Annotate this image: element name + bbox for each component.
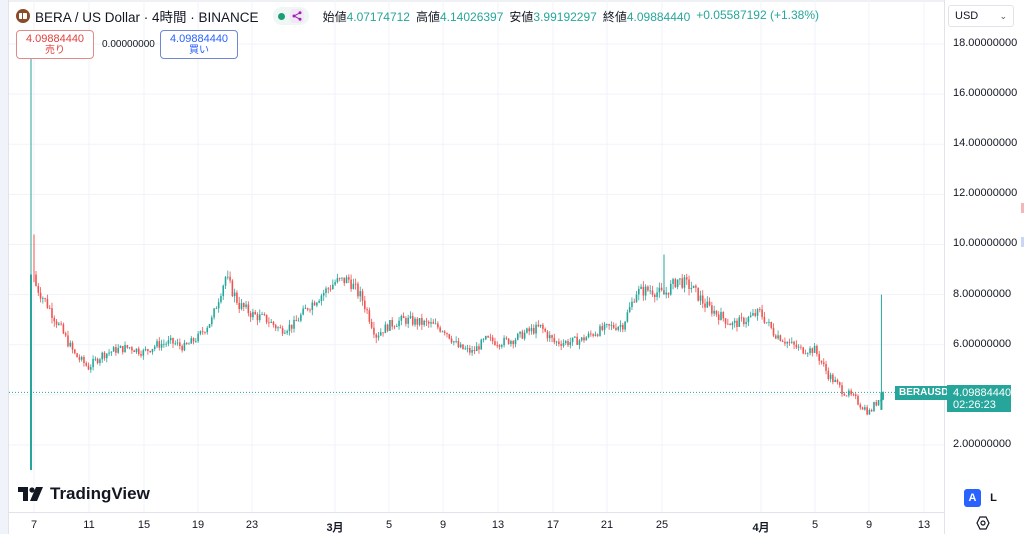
- time-tick-label: 5: [811, 519, 819, 531]
- tradingview-logo-icon: [18, 487, 43, 501]
- open-value: 4.07174712: [346, 9, 410, 24]
- change-value: +0.05587192 (+1.38%): [696, 7, 820, 22]
- price-tick-label: 8.00000000: [953, 287, 1012, 300]
- log-scale-button[interactable]: L: [985, 489, 1002, 507]
- buy-edge-marker: [1021, 237, 1024, 247]
- price-tick-label: 18.00000000: [953, 37, 1018, 49]
- open-label: 始値: [322, 9, 347, 24]
- high-label: 高値: [415, 9, 440, 24]
- buy-label: 買い: [189, 44, 209, 56]
- price-tick-label: 2.00000000: [953, 437, 1012, 450]
- ohlc-values: 始値4.07174712 高値4.14026397 安値3.99192297 終…: [323, 8, 819, 25]
- bera-logo-icon: [16, 9, 30, 23]
- auto-scale-button[interactable]: A: [964, 489, 981, 507]
- tradingview-logo[interactable]: TradingView: [18, 484, 150, 504]
- last-price-label: 4.09884440 02:26:23: [947, 385, 1011, 412]
- symbol-price-tag: BERAUSD: [895, 386, 953, 400]
- time-tick-label: 7: [30, 519, 38, 531]
- sell-button[interactable]: 4.09884440 売り: [16, 30, 94, 59]
- bar-countdown: 02:26:23: [953, 399, 996, 411]
- price-tick-label: 10.00000000: [953, 237, 1018, 250]
- top-border: [0, 0, 1024, 2]
- price-axis[interactable]: [944, 0, 1024, 534]
- currency-value: USD: [955, 10, 979, 22]
- candlestick-chart[interactable]: [9, 0, 944, 512]
- chevron-down-icon: ⌄: [999, 10, 1007, 21]
- symbol-legend: BERA / US Dollar · 4時間 · BINANCE 始値4.071…: [16, 6, 819, 26]
- time-tick-label: 23: [245, 519, 259, 531]
- buy-price: 4.09884440: [169, 32, 229, 45]
- time-tick-label: 13: [491, 519, 505, 531]
- time-tick-label: 4月: [752, 522, 770, 534]
- status-pill[interactable]: [272, 7, 309, 25]
- price-tick-label: 14.00000000: [953, 137, 1018, 150]
- spread-value: 0.00000000: [102, 39, 155, 50]
- low-value: 3.99192297: [533, 9, 597, 24]
- price-tick-label: 12.00000000: [953, 187, 1018, 200]
- sell-price: 4.09884440: [25, 32, 85, 45]
- sell-label: 売り: [45, 44, 65, 56]
- symbol-title[interactable]: BERA / US Dollar · 4時間 · BINANCE: [35, 10, 259, 25]
- close-value: 4.09884440: [626, 9, 691, 24]
- time-tick-label: 15: [137, 519, 151, 531]
- time-tick-label: 21: [600, 519, 614, 531]
- time-tick-label: 25: [655, 519, 669, 531]
- time-tick-label: 9: [439, 519, 447, 531]
- trade-buttons: 4.09884440 売り 0.00000000 4.09884440 買い: [16, 30, 238, 59]
- price-tick-label: 6.00000000: [953, 337, 1012, 350]
- time-tick-label: 13: [917, 519, 931, 531]
- time-tick-label: 3月: [326, 522, 344, 534]
- high-value: 4.14026397: [440, 9, 504, 24]
- currency-select[interactable]: USD ⌄: [948, 5, 1014, 27]
- price-tick-label: 16.00000000: [953, 87, 1018, 100]
- market-open-dot-icon: [277, 12, 285, 20]
- low-label: 安値: [509, 9, 534, 24]
- settings-icon[interactable]: [976, 516, 990, 530]
- close-label: 終値: [602, 9, 627, 24]
- time-tick-label: 11: [83, 519, 95, 531]
- time-tick-label: 19: [191, 519, 205, 531]
- time-axis[interactable]: 7 11 15 19 23 3月 5 9 13 17 21 25 4月 5 9 13: [9, 512, 944, 535]
- last-price-value: 4.09884440: [953, 387, 1012, 399]
- logo-text: TradingView: [50, 484, 150, 503]
- buy-button[interactable]: 4.09884440 買い: [160, 30, 238, 59]
- time-tick-label: 5: [385, 519, 393, 531]
- time-tick-label: 17: [546, 519, 560, 531]
- sell-edge-marker: [1021, 203, 1024, 213]
- time-tick-label: 9: [865, 519, 873, 531]
- left-toolbar-edge: [0, 0, 9, 534]
- share-nodes-icon[interactable]: [289, 9, 304, 23]
